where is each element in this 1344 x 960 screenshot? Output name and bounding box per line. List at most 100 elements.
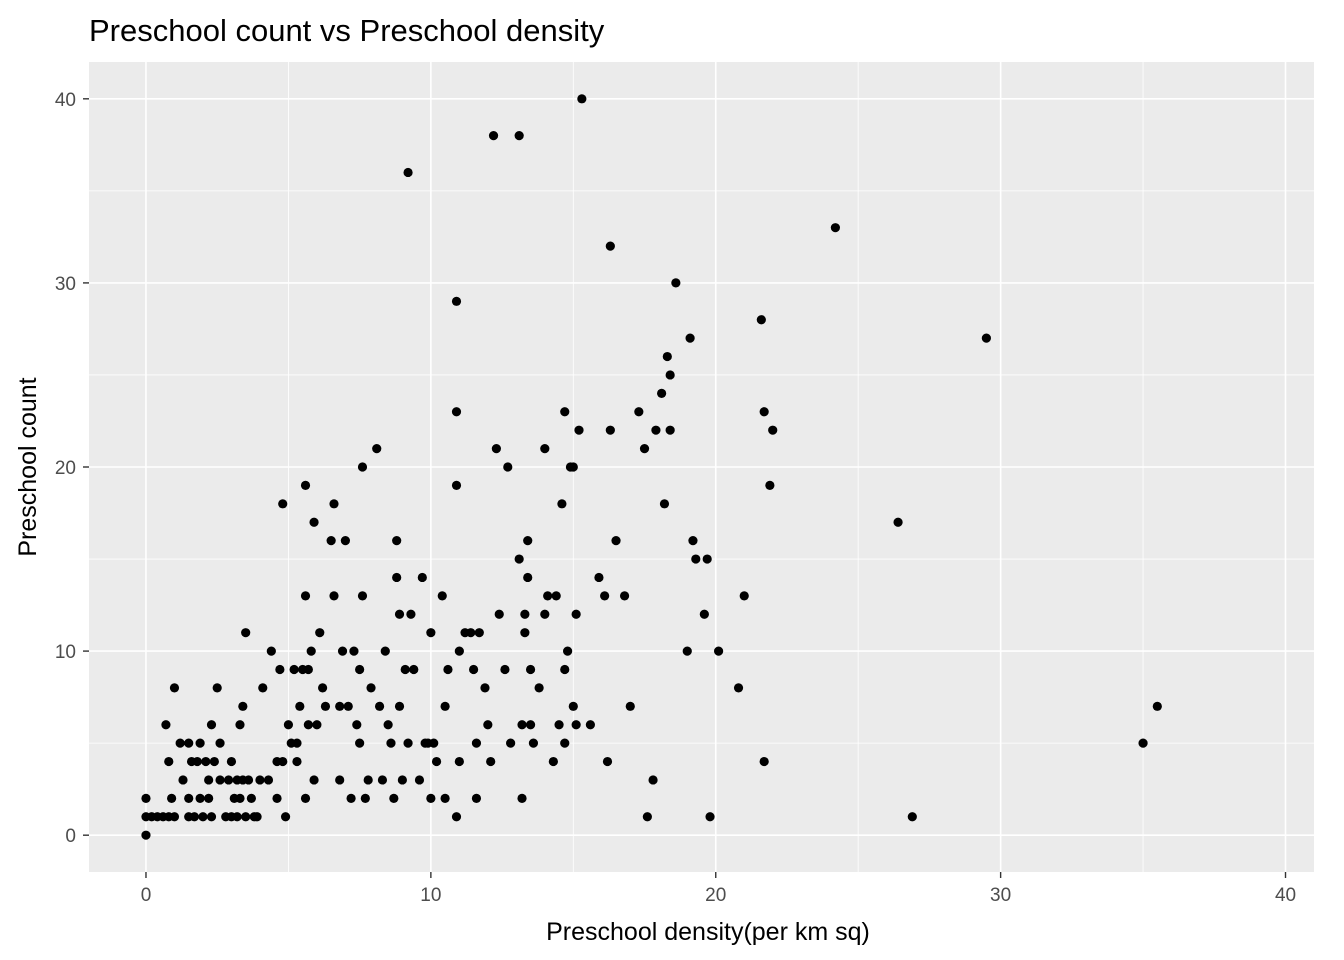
data-point [528,738,539,748]
x-tick-label: 30 [990,885,1011,906]
data-point [329,591,339,601]
data-point [278,499,288,509]
data-point [212,683,222,693]
data-point [409,664,419,675]
data-point [175,738,185,748]
data-point [198,812,208,822]
data-point [540,609,550,619]
data-point [192,756,202,767]
data-point [523,572,533,583]
data-point [337,646,348,656]
data-point [283,720,294,730]
data-point [625,701,635,711]
data-point [759,756,769,767]
data-point [454,646,464,656]
data-point [557,499,567,509]
data-point [437,591,447,601]
data-point [340,536,350,546]
data-point [204,793,214,803]
data-point [756,315,766,325]
data-point [292,756,302,767]
data-point [534,683,544,693]
data-point [315,628,325,638]
data-point [280,812,291,822]
data-point [374,701,385,711]
data-point [585,720,595,730]
data-point [318,683,328,693]
data-point [394,701,405,711]
data-point [394,609,405,619]
data-point [662,351,672,362]
data-point [440,701,450,711]
data-point [739,591,749,601]
data-point [451,407,462,417]
data-point [377,775,388,785]
data-point [488,131,499,141]
data-point [246,793,256,803]
data-point [540,443,550,454]
data-point [560,664,570,675]
data-point [651,425,661,435]
data-point [659,499,670,509]
data-point [517,720,527,730]
y-tick-label: 20 [55,458,76,479]
data-point [164,756,174,767]
data-point [830,223,840,233]
data-point [605,241,615,251]
data-point [386,738,396,748]
data-point [226,756,237,767]
data-point [141,793,151,803]
data-point [349,646,359,656]
data-point [206,812,217,822]
data-point [312,720,322,730]
data-point [520,609,530,619]
data-point [600,591,610,601]
data-point [355,664,365,675]
data-point [252,812,262,822]
data-point [195,793,205,803]
data-point [235,720,245,730]
data-point [303,720,313,730]
data-point [295,701,305,711]
data-point [685,333,695,343]
chart-title: Preschool count vs Preschool density [89,13,605,48]
data-point [431,756,442,767]
data-point [451,296,462,306]
data-point [195,738,205,748]
data-point [366,683,376,693]
data-point [300,793,311,803]
data-point [238,701,248,711]
data-point [468,664,479,675]
data-point [403,738,413,748]
data-point [702,554,712,564]
x-tick-label: 40 [1275,885,1296,906]
data-point [306,646,316,656]
data-point [454,756,464,767]
data-point [241,812,251,822]
data-point [235,793,245,803]
data-point [167,793,177,803]
data-point [357,462,368,472]
data-point [523,536,533,546]
data-point [309,517,319,527]
data-point [204,775,214,785]
data-point [480,683,490,693]
data-point [383,720,393,730]
data-point [451,480,462,491]
data-point [691,554,701,564]
data-point [657,388,667,398]
data-point [292,738,302,748]
data-point [568,701,578,711]
data-point [426,793,436,803]
data-point [506,738,516,748]
axes: 0 10 20 30 40 0 10 20 30 40 [55,90,1296,906]
grid-lines [89,62,1314,872]
data-point [243,775,254,785]
data-point [759,407,769,417]
data-point [520,628,530,638]
data-point [278,756,288,767]
data-point [514,554,524,564]
data-point [343,701,353,711]
x-tick-label: 20 [705,885,726,906]
y-tick-label: 0 [65,826,76,847]
